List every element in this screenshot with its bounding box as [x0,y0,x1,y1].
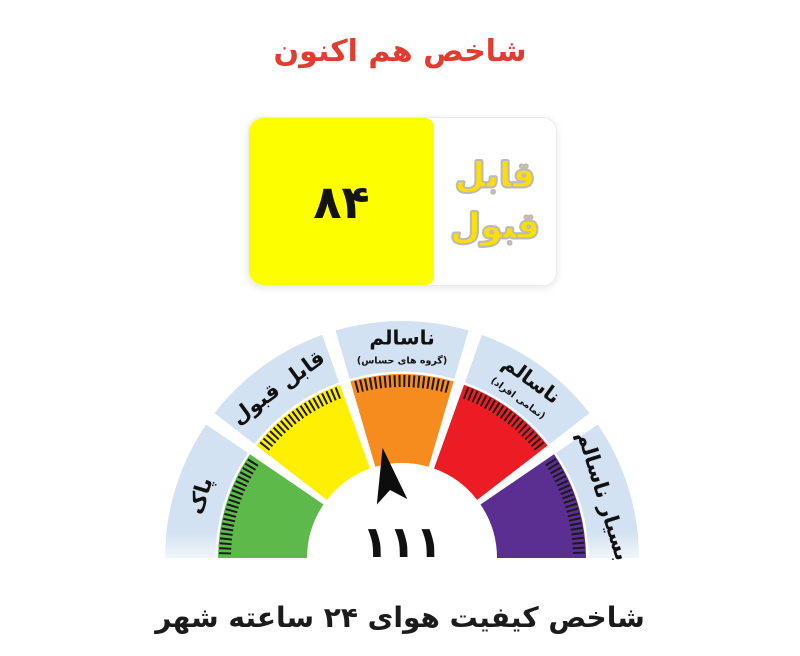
gauge-value: ۱۱۱ [362,517,443,568]
gauge-segment-sublabel: (گروه های حساس) [357,355,447,367]
gauge-segment-label: ناسالم [369,326,434,350]
gauge-segment [350,374,454,467]
gauge-segment [434,384,548,500]
page-title: شاخص هم اکنون [273,34,527,69]
current-index-card: ۸۴ قابل قبول [248,117,557,286]
gauge-needle-icon [376,447,408,505]
page-caption: شاخص کیفیت هوای ۲۴ ساعته شهر [155,601,645,634]
current-index-value-box: ۸۴ [249,118,434,285]
current-index-value: ۸۴ [313,174,370,229]
status-line-2: قبول [450,206,541,247]
gauge-segment [256,384,370,500]
gauge-label-band [165,321,639,558]
current-index-status: قابل قبول [434,118,556,285]
gauge-segments [218,374,586,558]
status-line-1: قابل [454,155,536,196]
